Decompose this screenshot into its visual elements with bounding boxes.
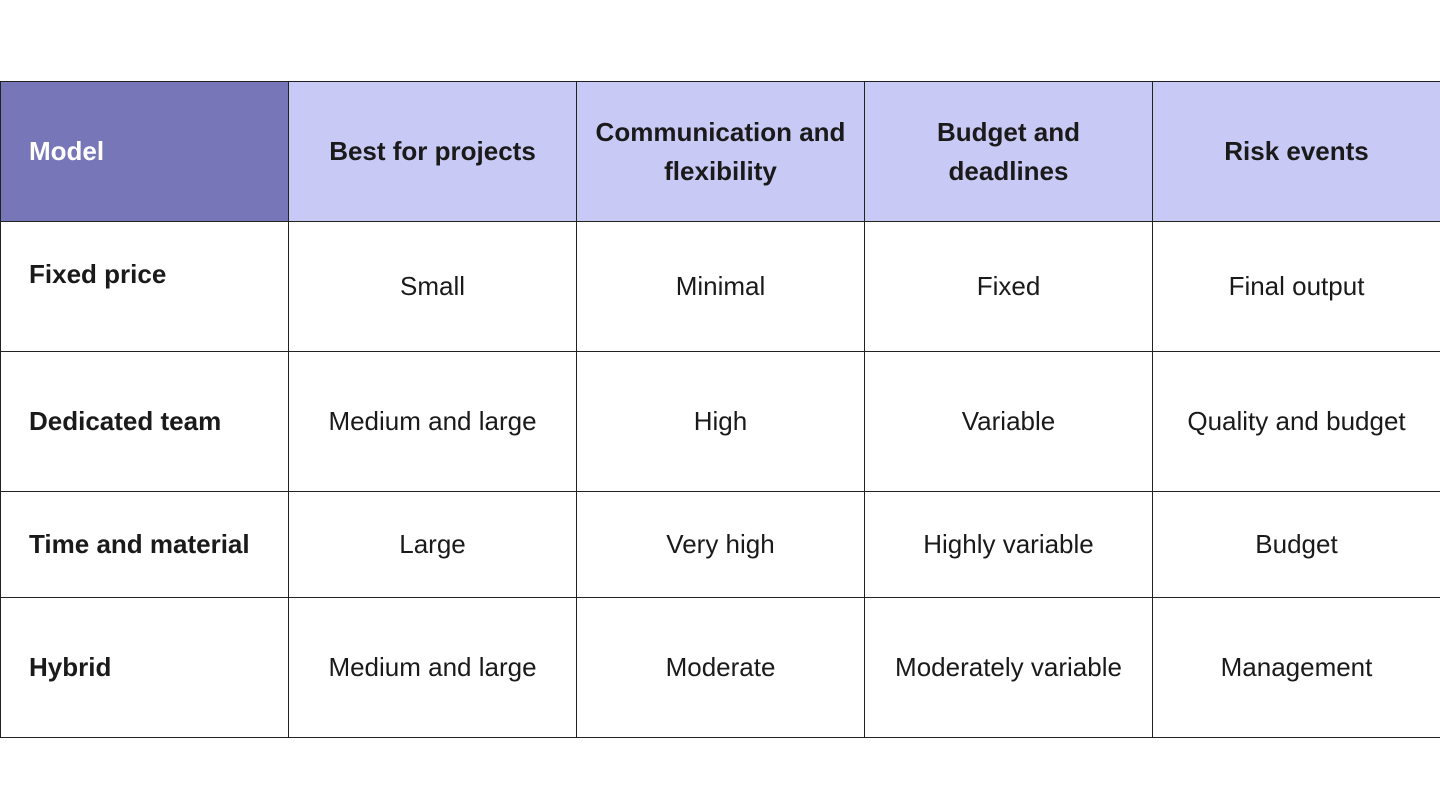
table-cell: Medium and large: [288, 351, 577, 492]
header-model: Model: [0, 81, 289, 222]
table-row: Fixed price Small Minimal Fixed Final ou…: [0, 221, 1440, 352]
table-cell: Small: [288, 221, 577, 352]
row-label: Fixed price: [0, 221, 289, 352]
table-cell: Moderately variable: [864, 597, 1153, 738]
row-label: Dedicated team: [0, 351, 289, 492]
row-label: Time and material: [0, 491, 289, 598]
table-cell: Final output: [1152, 221, 1440, 352]
header-row: Model Best for projects Communication an…: [0, 81, 1440, 222]
table-cell: Management: [1152, 597, 1440, 738]
table-cell: High: [576, 351, 865, 492]
table-row: Time and material Large Very high Highly…: [0, 491, 1440, 598]
header-best-for-projects: Best for projects: [288, 81, 577, 222]
table-cell: Minimal: [576, 221, 865, 352]
table-cell: Budget: [1152, 491, 1440, 598]
table-cell: Highly variable: [864, 491, 1153, 598]
header-communication-flexibility: Communication and flexibility: [576, 81, 865, 222]
table-cell: Medium and large: [288, 597, 577, 738]
header-budget-deadlines: Budget and deadlines: [864, 81, 1153, 222]
comparison-table: Model Best for projects Communication an…: [0, 81, 1440, 738]
table-header: Model Best for projects Communication an…: [0, 81, 1440, 222]
table-row: Hybrid Medium and large Moderate Moderat…: [0, 597, 1440, 738]
table-cell: Variable: [864, 351, 1153, 492]
table-body: Fixed price Small Minimal Fixed Final ou…: [0, 221, 1440, 738]
row-label: Hybrid: [0, 597, 289, 738]
table-cell: Quality and budget: [1152, 351, 1440, 492]
table-cell: Large: [288, 491, 577, 598]
table-cell: Very high: [576, 491, 865, 598]
table-cell: Moderate: [576, 597, 865, 738]
table-row: Dedicated team Medium and large High Var…: [0, 351, 1440, 492]
table-cell: Fixed: [864, 221, 1153, 352]
header-risk-events: Risk events: [1152, 81, 1440, 222]
